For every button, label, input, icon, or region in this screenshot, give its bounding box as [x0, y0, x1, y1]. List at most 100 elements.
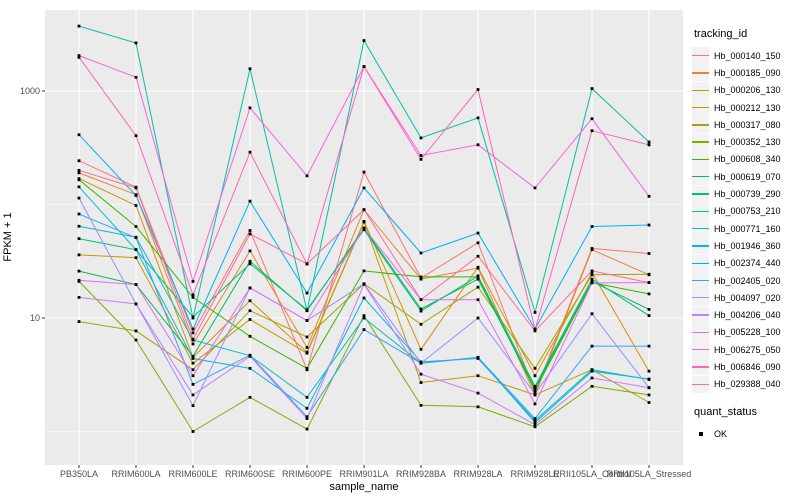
- data-point: [134, 338, 138, 342]
- data-point: [362, 269, 366, 273]
- data-point: [533, 374, 537, 378]
- data-point: [77, 295, 81, 299]
- data-point: [362, 228, 366, 232]
- legend-entries-tracking-id: Hb_000140_150 Hb_000185_090 Hb_000206_130 H…: [692, 47, 798, 393]
- legend-key-swatch: [692, 237, 709, 255]
- data-point: [476, 355, 480, 359]
- legend-entry: Hb_000212_130: [692, 99, 798, 117]
- x-tick-label: RRIM600LE: [168, 469, 217, 479]
- data-point: [305, 406, 309, 410]
- data-point: [476, 374, 480, 378]
- data-point: [248, 232, 252, 236]
- legend-color-line-icon: [692, 331, 709, 334]
- data-point: [191, 337, 195, 341]
- data-point: [191, 368, 195, 372]
- legend-entry: Hb_000771_160: [692, 220, 798, 238]
- data-point: [476, 405, 480, 409]
- data-point: [191, 331, 195, 335]
- data-point: [77, 171, 81, 175]
- legend: tracking_id Hb_000140_150 Hb_000185_090 Hb…: [692, 28, 798, 443]
- data-point: [77, 253, 81, 257]
- data-point: [134, 236, 138, 240]
- data-point: [419, 154, 423, 157]
- data-point: [590, 369, 594, 373]
- data-point: [248, 67, 252, 71]
- legend-entries-quant-status: OK: [692, 425, 798, 443]
- data-point: [419, 157, 423, 161]
- data-point: [419, 381, 423, 384]
- data-point: [533, 389, 537, 392]
- legend-entry: Hb_006275_050: [692, 341, 798, 359]
- data-point: [647, 386, 651, 390]
- data-point: [305, 335, 309, 339]
- data-point: [77, 185, 81, 189]
- legend-entry-label: Hb_006275_050: [714, 344, 781, 355]
- legend-entry: Hb_029388_040: [692, 375, 798, 393]
- data-point: [191, 361, 195, 365]
- legend-color-line-icon: [692, 176, 709, 178]
- legend-color-line-icon: [692, 124, 709, 126]
- data-point: [419, 298, 423, 302]
- legend-color-line-icon: [692, 245, 709, 247]
- data-point: [191, 374, 195, 378]
- data-point: [305, 417, 309, 420]
- data-point: [248, 199, 252, 203]
- data-point: [419, 275, 423, 279]
- data-point: [647, 140, 651, 144]
- data-point: [305, 291, 309, 295]
- legend-color-line-icon: [692, 89, 709, 91]
- data-point: [77, 54, 81, 58]
- data-point: [590, 368, 594, 372]
- y-axis-title: FPKM + 1: [2, 212, 14, 262]
- data-point: [476, 285, 480, 289]
- data-point: [590, 248, 594, 252]
- y-tick-label: 10: [30, 313, 40, 323]
- data-point: [77, 269, 81, 273]
- legend-key-swatch: [692, 425, 709, 443]
- legend-color-line-icon: [692, 158, 709, 161]
- data-point: [533, 417, 537, 420]
- data-point: [77, 159, 81, 163]
- data-point: [476, 274, 480, 278]
- legend-color-line-icon: [692, 72, 709, 74]
- legend-entry: Hb_002405_020: [692, 272, 798, 289]
- data-point: [134, 248, 138, 252]
- legend-entry: Hb_004206_040: [692, 306, 798, 324]
- data-point: [77, 168, 81, 172]
- data-point: [647, 194, 651, 198]
- data-point: [419, 309, 423, 313]
- legend-entry-label: OK: [714, 428, 728, 439]
- legend-key-swatch: [692, 64, 709, 82]
- legend-entry: Hb_000352_130: [692, 133, 798, 151]
- data-point: [191, 280, 195, 283]
- data-point: [305, 174, 309, 178]
- legend-color-line-icon: [692, 54, 709, 57]
- data-point: [533, 386, 537, 390]
- legend-color-line-icon: [692, 366, 709, 368]
- data-point: [77, 320, 81, 323]
- data-point: [248, 249, 252, 253]
- data-point: [476, 254, 480, 258]
- legend-color-line-icon: [692, 141, 709, 143]
- legend-key-swatch: [692, 272, 709, 289]
- data-point: [590, 280, 594, 283]
- data-point: [77, 196, 81, 200]
- legend-key-swatch: [692, 306, 709, 324]
- x-tick-label: RRIM928BA: [396, 469, 446, 479]
- legend-entry-label: Hb_002374_440: [714, 258, 781, 269]
- data-point: [134, 134, 138, 138]
- x-tick-label: PB350LA: [60, 469, 98, 479]
- data-point: [362, 65, 366, 69]
- legend-entry-label: Hb_000608_340: [714, 154, 781, 165]
- y-tick-label: 1000: [20, 86, 40, 96]
- x-axis-title: sample_name: [329, 481, 399, 493]
- legend-entry-quant: OK: [692, 425, 798, 443]
- data-point: [533, 384, 537, 388]
- data-point: [533, 419, 537, 422]
- legend-entry-label: Hb_000753_210: [714, 206, 781, 217]
- legend-entry-label: Hb_000352_130: [714, 137, 781, 148]
- data-point: [476, 316, 480, 320]
- data-point: [134, 204, 138, 207]
- legend-entry: Hb_000185_090: [692, 64, 798, 82]
